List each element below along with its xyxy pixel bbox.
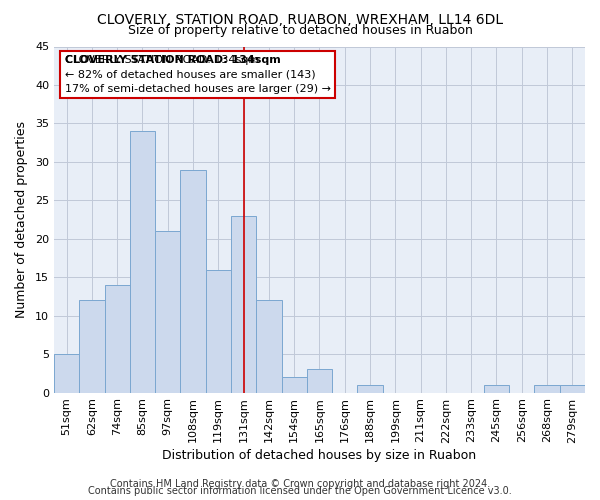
Bar (104, 285, 130, 393)
Text: CLOVERLY STATION ROAD: 134sqm
← 82% of detached houses are smaller (143)
17% of : CLOVERLY STATION ROAD: 134sqm ← 82% of d… (65, 55, 331, 94)
Y-axis label: Number of detached properties: Number of detached properties (15, 121, 28, 318)
X-axis label: Distribution of detached houses by size in Ruabon: Distribution of detached houses by size … (163, 450, 476, 462)
Bar (307, 370, 332, 392)
Text: Size of property relative to detached houses in Ruabon: Size of property relative to detached ho… (128, 24, 472, 37)
Text: Contains public sector information licensed under the Open Government Licence v3: Contains public sector information licen… (88, 486, 512, 496)
Text: CLOVERLY, STATION ROAD, RUABON, WREXHAM, LL14 6DL: CLOVERLY, STATION ROAD, RUABON, WREXHAM,… (97, 12, 503, 26)
Bar (181, 170, 206, 392)
Text: Contains HM Land Registry data © Crown copyright and database right 2024.: Contains HM Land Registry data © Crown c… (110, 479, 490, 489)
Bar (130, 131, 155, 392)
Bar (256, 300, 281, 392)
Bar (535, 385, 560, 392)
Bar (206, 270, 231, 392)
Bar (54, 354, 79, 393)
Bar (231, 216, 256, 392)
Bar (79, 300, 104, 392)
Text: CLOVERLY STATION ROAD: 134sqm: CLOVERLY STATION ROAD: 134sqm (65, 55, 280, 65)
Bar (560, 385, 585, 392)
Bar (358, 385, 383, 392)
Bar (484, 385, 509, 392)
Bar (281, 377, 307, 392)
Bar (155, 231, 181, 392)
